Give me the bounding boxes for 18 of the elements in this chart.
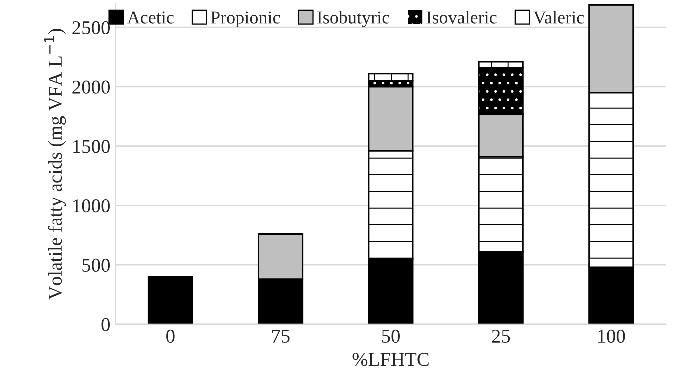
y-tick-label: 1000 bbox=[74, 200, 110, 213]
legend-label: Isobutyric bbox=[318, 11, 390, 28]
legend-label: Acetic bbox=[128, 12, 174, 24]
legend-label: Valeric bbox=[534, 11, 584, 24]
y-tick-label: 1500 bbox=[74, 140, 110, 154]
x-tick-label: 0 bbox=[166, 330, 175, 344]
x-tick-label: 50 bbox=[382, 330, 400, 344]
x-tick-label: 75 bbox=[272, 330, 290, 344]
x-axis-title: %LFHTC bbox=[352, 353, 429, 366]
legend-label: Isovaleric bbox=[426, 11, 497, 24]
legend-label: Propionic bbox=[211, 12, 280, 28]
y-tick-label: 2000 bbox=[72, 80, 110, 94]
y-axis-title: Volatile fatty acids (mg VFA L$^{−1}$) bbox=[44, 29, 66, 300]
y-tick-label: 0 bbox=[102, 318, 110, 332]
x-tick-label: 100 bbox=[598, 330, 626, 344]
y-tick-label: 2500 bbox=[72, 21, 110, 35]
y-tick-label: 500 bbox=[82, 258, 110, 272]
x-tick-label: 25 bbox=[492, 330, 510, 344]
